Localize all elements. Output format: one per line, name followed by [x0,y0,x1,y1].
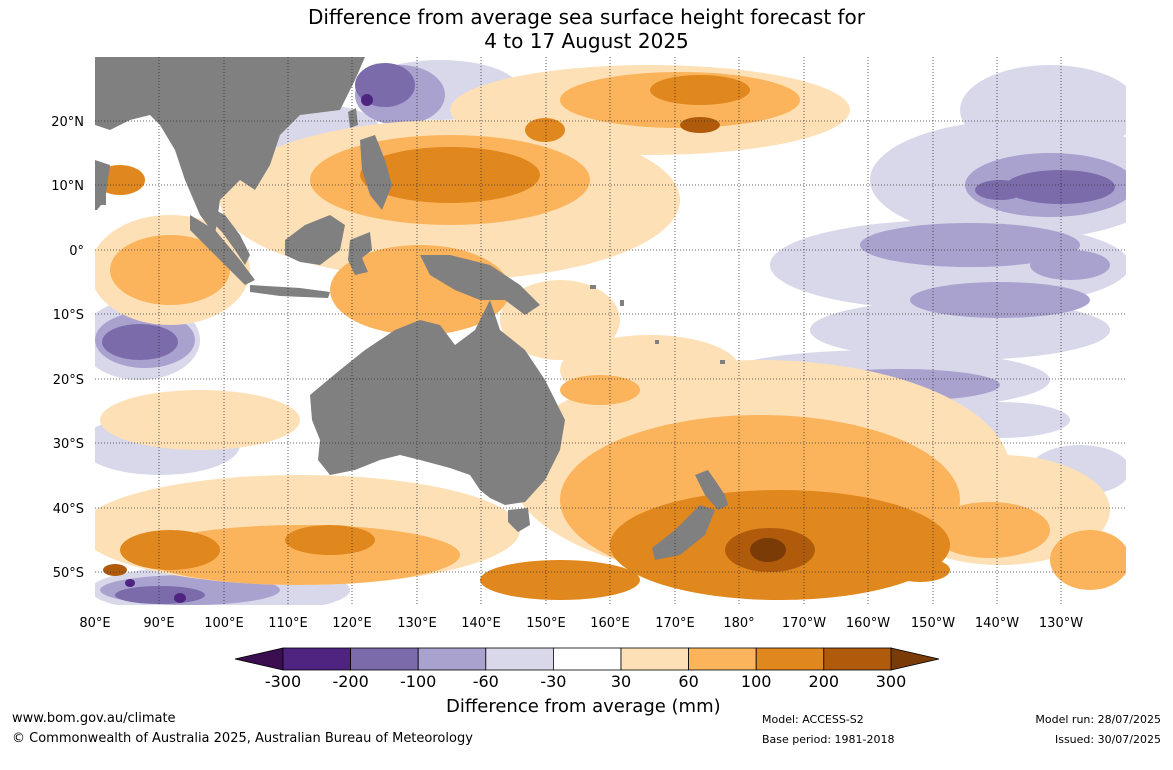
colorbar-title: Difference from average (mm) [446,696,721,717]
colorbar-extend-low [234,647,284,671]
colorbar-swatch [417,647,487,671]
colorbar-swatch [755,647,825,671]
colorbar-extend-high [890,647,940,671]
lon-label: 160°E [590,616,630,631]
lon-label: 180° [723,616,754,631]
lon-label: 150°E [526,616,566,631]
lon-label: 120°E [332,616,372,631]
lon-label: 110°E [268,616,308,631]
lat-label: 10°N [51,179,84,194]
colorbar-tick-label: -100 [400,672,436,691]
latitude-labels: 20°N 10°N 0° 10°S 20°S 30°S 40°S 50°S [51,115,84,581]
lat-label: 10°S [53,308,84,323]
colorbar-tick-label: 200 [809,672,840,691]
colorbar-tick-label: -300 [265,672,301,691]
lon-label: 170°W [782,616,826,631]
lat-label: 50°S [53,566,84,581]
lon-label: 130°W [1039,616,1083,631]
lon-label: 80°E [79,616,110,631]
sea-surface-height-field [95,57,1126,605]
lon-label: 130°E [397,616,437,631]
lat-label: 30°S [53,437,84,452]
lon-label: 170°E [655,616,695,631]
map-title-line1: Difference from average sea surface heig… [307,5,866,29]
colorbar-swatch [350,647,419,671]
footer-model: Model: ACCESS-S2 [762,713,864,726]
colorbar-tick-label: 300 [876,672,907,691]
lon-label: 150°W [911,616,955,631]
colorbar-swatch [485,647,554,671]
colorbar-tick-label: 100 [741,672,772,691]
lon-label: 140°W [975,616,1019,631]
colorbar-swatch [282,647,351,671]
lon-label: 100°E [204,616,244,631]
lon-label: 90°E [143,616,174,631]
footer-copyright: © Commonwealth of Australia 2025, Austra… [12,731,473,746]
map-canvas: 20°N 10°N 0° 10°S 20°S 30°S 40°S 50°S 80… [51,57,1126,691]
lat-label: 0° [69,244,84,259]
colorbar-tick-label: 30 [611,672,631,691]
lon-label: 140°E [461,616,501,631]
footer-issued: Issued: 30/07/2025 [1054,733,1161,746]
footer-url[interactable]: www.bom.gov.au/climate [12,711,176,726]
colorbar-swatch [688,647,757,671]
map-title-line2: 4 to 17 August 2025 [484,29,689,53]
lat-label: 40°S [53,502,84,517]
anomaly-band-pos-extreme [750,538,786,562]
lat-label: 20°S [53,373,84,388]
graticule [95,57,1126,605]
land-masses [95,57,728,560]
footer-model-run: Model run: 28/07/2025 [1035,713,1161,726]
colorbar-tick-label: 60 [678,672,698,691]
lon-label: 160°W [846,616,890,631]
colorbar-tick-label: -200 [332,672,368,691]
colorbar-tick-label: -30 [540,672,566,691]
colorbar-swatch [823,647,892,671]
colorbar-swatch [553,647,622,671]
lat-label: 20°N [51,115,84,130]
colorbar: -300 -200 -100 -60 -30 30 60 100 200 300 [234,647,940,691]
colorbar-swatch [620,647,689,671]
colorbar-tick-label: -60 [473,672,499,691]
footer-base-period: Base period: 1981-2018 [762,733,895,746]
anomaly-band-neg-extreme [125,94,373,603]
longitude-labels: 80°E 90°E 100°E 110°E 120°E 130°E 140°E … [79,616,1083,631]
